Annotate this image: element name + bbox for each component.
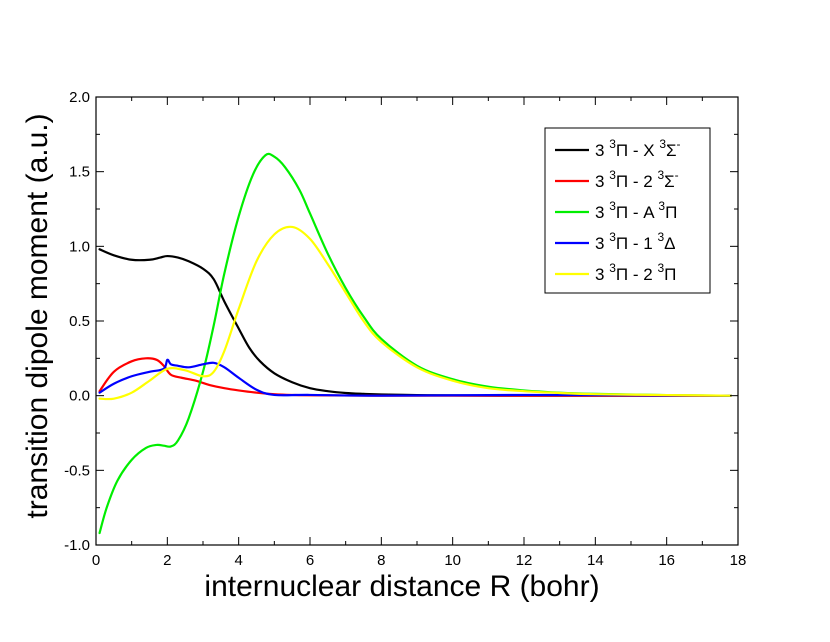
x-tick-label: 18 (730, 552, 747, 569)
y-tick-label: -0.5 (64, 462, 90, 479)
x-tick-label: 0 (92, 552, 100, 569)
series-line-5 (98, 225, 732, 401)
y-tick-label: 0.0 (69, 388, 90, 405)
y-tick-label: 0.5 (69, 313, 90, 330)
x-tick-label: 6 (306, 552, 314, 569)
x-tick-label: 14 (587, 552, 604, 569)
legend-label: 3 3Π - X 3Σ- (595, 137, 681, 160)
legend-label: 3 3Π - 2 3Π (595, 261, 676, 284)
legend-label: 3 3Π - 2 3Σ- (595, 168, 679, 191)
y-axis-title: transition dipole moment (a.u.) (21, 113, 54, 518)
x-tick-label: 10 (444, 552, 461, 569)
y-tick-label: 1.0 (69, 238, 90, 255)
y-tick-label: -1.0 (64, 537, 90, 554)
legend-box (544, 127, 711, 294)
x-tick-label: 12 (516, 552, 533, 569)
legend-label: 3 3Π - A 3Π (595, 199, 677, 222)
series-line-4 (98, 358, 732, 397)
legend-entry-2: 3 3Π - 2 3Σ- (555, 168, 679, 191)
legend-entry-1: 3 3Π - X 3Σ- (555, 137, 681, 160)
plot-series (98, 152, 732, 535)
x-tick-label: 8 (377, 552, 385, 569)
x-tick-label: 16 (658, 552, 675, 569)
x-tick-label: 4 (234, 552, 242, 569)
series-line-3 (98, 152, 732, 535)
y-tick-label: 1.5 (69, 164, 90, 181)
legend: 3 3Π - X 3Σ- 3 3Π - 2 3Σ- 3 3Π - A 3Π 3 3Π … (544, 127, 711, 294)
axis-tick-labels: 0 2 4 6 8 10 12 14 16 18 -1.0 -0.5 0.0 0.5 1.0 1.5 2.0 (64, 89, 746, 569)
axis-ticks (95, 96, 739, 546)
x-tick-label: 2 (163, 552, 171, 569)
y-tick-label: 2.0 (69, 89, 90, 106)
legend-entry-3: 3 3Π - A 3Π (555, 199, 677, 222)
legend-entry-5: 3 3Π - 2 3Π (555, 261, 676, 284)
legend-entry-4: 3 3Π - 1 3Δ (555, 230, 675, 253)
legend-label: 3 3Π - 1 3Δ (595, 230, 675, 253)
x-axis-title: internuclear distance R (bohr) (204, 570, 599, 603)
